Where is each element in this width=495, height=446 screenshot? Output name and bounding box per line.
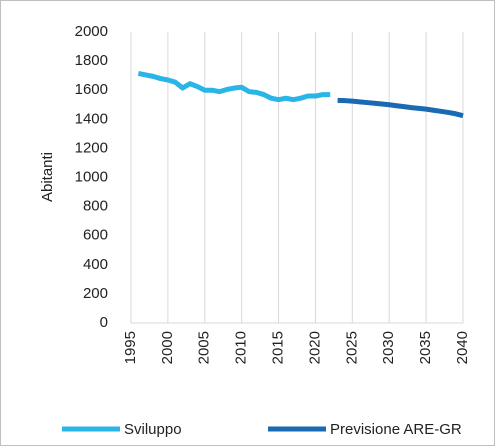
- series-line: [137, 71, 331, 103]
- y-tick-label: 200: [83, 285, 108, 302]
- series-line: [337, 97, 464, 119]
- x-tick-label: 2025: [343, 331, 360, 364]
- x-tick-label: 2030: [380, 331, 397, 364]
- x-tick-label: 2010: [233, 331, 250, 364]
- y-tick-label: 800: [83, 198, 108, 215]
- x-tick-label: 2020: [306, 331, 323, 364]
- y-tick-label: 600: [83, 227, 108, 244]
- y-tick-label: 0: [100, 314, 108, 331]
- y-tick-label: 2000: [75, 23, 108, 40]
- y-tick-label: 1200: [75, 139, 108, 156]
- y-tick-label: 1600: [75, 81, 108, 98]
- y-tick-label: 1000: [75, 168, 108, 185]
- legend-label: Previsione ARE-GR: [330, 421, 462, 438]
- y-tick-label: 1400: [75, 110, 108, 127]
- x-tick-label: 1995: [122, 331, 139, 364]
- y-tick-label: 400: [83, 256, 108, 273]
- y-axis-label: Abitanti: [39, 152, 56, 202]
- x-tick-label: 2015: [270, 331, 287, 364]
- legend-label: Sviluppo: [124, 421, 182, 438]
- x-tick-label: 2035: [417, 331, 434, 364]
- x-tick-label: 2005: [196, 331, 213, 364]
- x-tick-label: 2040: [454, 331, 471, 364]
- x-tick-label: 2000: [159, 331, 176, 364]
- y-tick-label: 1800: [75, 52, 108, 69]
